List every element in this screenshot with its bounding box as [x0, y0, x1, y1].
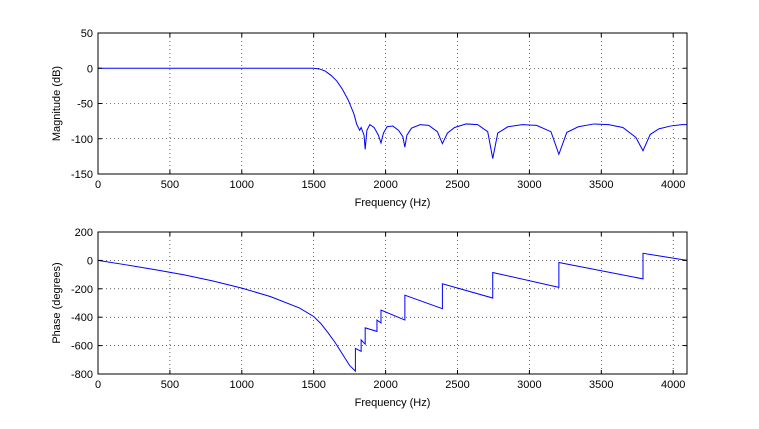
- phase-x-tick-label: 4000: [661, 379, 685, 391]
- magnitude-x-tick-label: 3000: [517, 179, 541, 191]
- phase-y-tick-label: -200: [71, 284, 93, 296]
- phase-y-axis-label: Phase (degrees): [51, 262, 63, 343]
- magnitude-y-tick-label: -150: [71, 169, 93, 181]
- magnitude-x-tick-label: 1500: [301, 179, 325, 191]
- phase-x-axis-label: Frequency (Hz): [355, 397, 431, 409]
- magnitude-x-tick-label: 500: [161, 179, 179, 191]
- magnitude-plot-area: [98, 33, 687, 174]
- phase-y-tick-label: -800: [71, 369, 93, 381]
- phase-x-tick-label: 500: [161, 379, 179, 391]
- phase-x-tick-label: 3500: [589, 379, 613, 391]
- magnitude-x-tick-label: 4000: [661, 179, 685, 191]
- magnitude-x-tick-label: 0: [95, 179, 101, 191]
- phase-x-tick-label: 1000: [230, 379, 254, 391]
- magnitude-x-tick-label: 1000: [230, 179, 254, 191]
- magnitude-y-tick-label: -100: [71, 134, 93, 146]
- magnitude-series-line: [98, 67, 687, 159]
- phase-y-tick-label: -600: [71, 341, 93, 353]
- phase-y-tick-label: -400: [71, 312, 93, 324]
- phase-y-tick-label: 200: [75, 227, 93, 239]
- magnitude-y-tick-label: 0: [87, 63, 93, 75]
- magnitude-y-tick-label: -50: [77, 99, 93, 111]
- phase-axes-box: [97, 231, 688, 375]
- phase-x-tick-label: 2000: [373, 379, 397, 391]
- phase-x-tick-label: 0: [95, 379, 101, 391]
- magnitude-y-tick-label: 50: [81, 28, 93, 40]
- phase-plot-area: [98, 232, 687, 374]
- magnitude-x-tick-label: 2500: [445, 179, 469, 191]
- phase-x-tick-label: 3000: [517, 379, 541, 391]
- phase-series-line: [97, 252, 688, 373]
- magnitude-subplot: 0 500 1000 1500 2000 2500 3000 3500 4000-150-100…: [51, 28, 688, 209]
- magnitude-x-tick-label: 3500: [589, 179, 613, 191]
- phase-y-tick-label: 0: [87, 255, 93, 267]
- phase-x-tick-label: 2500: [445, 379, 469, 391]
- magnitude-x-axis-label: Frequency (Hz): [355, 197, 431, 209]
- phase-x-tick-label: 1500: [301, 379, 325, 391]
- magnitude-x-tick-label: 2000: [373, 179, 397, 191]
- phase-subplot: 0 500 1000 1500 2000 2500 3000 3500 4000-800-600…: [51, 227, 688, 409]
- magnitude-y-axis-label: Magnitude (dB): [51, 66, 63, 141]
